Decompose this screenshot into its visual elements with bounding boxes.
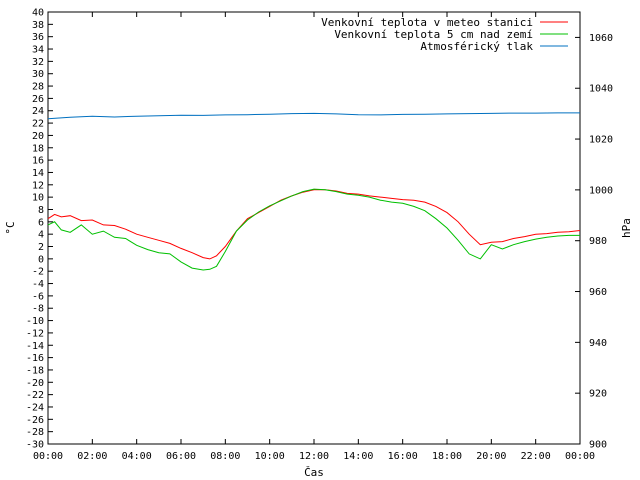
y-left-tick-label: -2 — [32, 267, 44, 278]
x-tick-label: 08:00 — [210, 451, 240, 462]
y-right-tick-label: 980 — [589, 236, 607, 247]
y-left-tick-label: 30 — [32, 69, 44, 80]
x-tick-label: 16:00 — [388, 451, 418, 462]
series-layer — [47, 112, 581, 271]
y-right-tick-label: 920 — [589, 389, 607, 400]
y-left-tick-label: 20 — [32, 131, 44, 142]
x-tick-label: 06:00 — [166, 451, 196, 462]
x-tick-label: 00:00 — [565, 451, 595, 462]
y-left-tick-label: -10 — [26, 316, 44, 327]
y-right-axis-title: hPa — [620, 218, 633, 238]
y-left-tick-label: -4 — [32, 279, 44, 290]
y-left-tick-label: -18 — [26, 365, 44, 376]
y-left-tick-label: 24 — [32, 106, 44, 117]
y-right-tick-label: 1040 — [589, 84, 613, 95]
series-line-3 — [47, 112, 580, 120]
y-left-tick-label: 6 — [38, 217, 44, 228]
x-tick-label: 02:00 — [77, 451, 107, 462]
y-left-tick-label: 16 — [32, 156, 44, 167]
y-left-tick-label: 10 — [32, 193, 44, 204]
y-left-tick-label: 4 — [38, 230, 44, 241]
y-right-tick-label: 1000 — [589, 185, 613, 196]
y-left-tick-label: -24 — [26, 402, 44, 413]
y-left-tick-label: -12 — [26, 328, 44, 339]
y-left-tick-label: 14 — [32, 168, 44, 179]
x-axis-title: Čas — [304, 466, 324, 479]
y-right-tick-label: 1060 — [589, 33, 613, 44]
x-tick-label: 22:00 — [521, 451, 551, 462]
y-left-tick-label: 38 — [32, 20, 44, 31]
y-left-tick-label: 12 — [32, 180, 44, 191]
y-right-tick-label: 1020 — [589, 135, 613, 146]
y-right-tick-label: 900 — [589, 440, 607, 451]
y-left-tick-label: -26 — [26, 415, 44, 426]
y-left-tick-label: 8 — [38, 205, 44, 216]
y-left-tick-label: 26 — [32, 94, 44, 105]
series-line-1 — [47, 189, 581, 260]
plot-frame — [47, 11, 581, 445]
x-tick-label: 00:00 — [33, 451, 63, 462]
y-right-tick-label: 960 — [589, 287, 607, 298]
x-tick-label: 10:00 — [255, 451, 285, 462]
y-left-tick-label: -30 — [26, 440, 44, 451]
y-left-axis-title: °C — [4, 221, 17, 234]
x-ticks: 00:00 02:00 04:00 06:00 08:00 10:00 12:00 14:00… — [33, 12, 595, 462]
y-left-tick-label: 18 — [32, 143, 44, 154]
legend-label: Venkovní teplota 5 cm nad zemí — [334, 28, 533, 41]
y-left-tick-label: 36 — [32, 32, 44, 43]
y-left-tick-label: 32 — [32, 57, 44, 68]
y-left-tick-label: -20 — [26, 378, 44, 389]
x-tick-label: 18:00 — [432, 451, 462, 462]
y-right-ticks: 900 920 940 960 980 1000 1020 1040 1060 — [575, 33, 613, 451]
y-left-tick-label: -6 — [32, 291, 44, 302]
series-line-2 — [47, 188, 580, 271]
y-left-tick-label: 22 — [32, 119, 44, 130]
x-tick-label: 20:00 — [476, 451, 506, 462]
y-left-tick-label: -22 — [26, 390, 44, 401]
x-tick-label: 12:00 — [299, 451, 329, 462]
y-left-tick-label: -16 — [26, 353, 44, 364]
y-left-tick-label: 34 — [32, 45, 44, 56]
legend-label: Atmosférický tlak — [420, 40, 533, 53]
x-tick-label: 14:00 — [343, 451, 373, 462]
legend-label: Venkovní teplota v meteo stanici — [321, 16, 533, 29]
y-right-tick-label: 940 — [589, 338, 607, 349]
x-tick-label: 04:00 — [122, 451, 152, 462]
legend: Venkovní teplota v meteo staniciVenkovní… — [321, 16, 568, 53]
y-left-tick-label: 2 — [38, 242, 44, 253]
y-left-tick-label: 0 — [38, 254, 44, 265]
y-left-tick-label: 28 — [32, 82, 44, 93]
y-left-tick-label: -28 — [26, 427, 44, 438]
y-left-tick-label: 40 — [32, 8, 44, 19]
y-left-tick-label: -14 — [26, 341, 44, 352]
y-left-ticks: -30-28-26-24-22-20-18-16-14-12-10-8-6-4-… — [26, 8, 53, 451]
y-left-tick-label: -8 — [32, 304, 44, 315]
